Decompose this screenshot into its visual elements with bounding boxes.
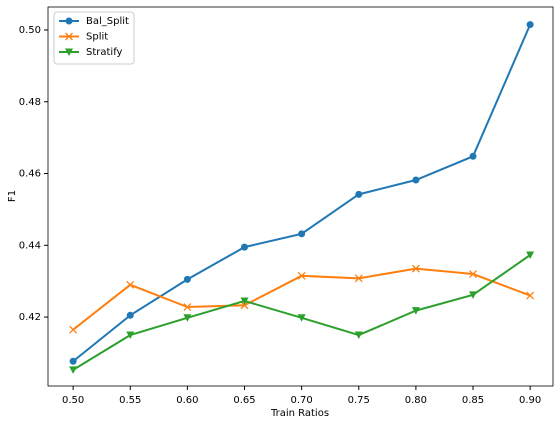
x-tick-label: 0.90 [519,395,541,406]
point [469,270,477,278]
point [69,357,77,365]
point [354,274,363,283]
point [69,325,78,334]
point [183,303,192,312]
point [297,314,306,322]
x-tick-label: 0.60 [176,395,198,406]
x-axis-label: Train Ratios [270,408,329,419]
legend-label: Bal_Split [86,16,129,27]
x-tick-label: 0.65 [233,395,255,406]
point [297,271,306,280]
point [241,243,249,251]
point [126,311,134,319]
point [69,366,78,374]
point [240,297,249,305]
point [183,314,192,322]
point [526,251,535,260]
point [298,230,306,238]
point [411,307,420,315]
x-tick-label: 0.75 [348,395,370,406]
point [526,291,535,300]
point [126,331,135,340]
legend-label: Stratify [86,47,123,58]
y-tick-label: 0.42 [19,312,41,323]
x-tick-label: 0.50 [62,395,84,406]
plot-frame [47,6,554,387]
y-tick-label: 0.44 [19,240,41,251]
x-tick-label: 0.55 [119,395,141,406]
x-tick-label: 0.80 [405,395,427,406]
y-axis-label: F1 [7,190,18,202]
point [526,21,534,29]
legend-marker [65,32,73,41]
y-tick-label: 0.50 [19,25,41,36]
point [355,190,363,198]
legend-label: Split [86,32,108,43]
point [411,264,420,273]
point [412,176,420,184]
point [240,301,249,310]
y-tick-label: 0.48 [19,97,41,108]
point [354,331,363,340]
legend-marker [65,48,73,56]
point [469,291,478,299]
legend-marker [65,17,73,25]
line [72,24,532,363]
point [183,275,191,283]
x-tick-label: 0.85 [462,395,484,406]
x-tick-label: 0.70 [291,395,313,406]
point [469,152,477,160]
point [126,280,135,289]
y-tick-label: 0.46 [19,169,41,180]
